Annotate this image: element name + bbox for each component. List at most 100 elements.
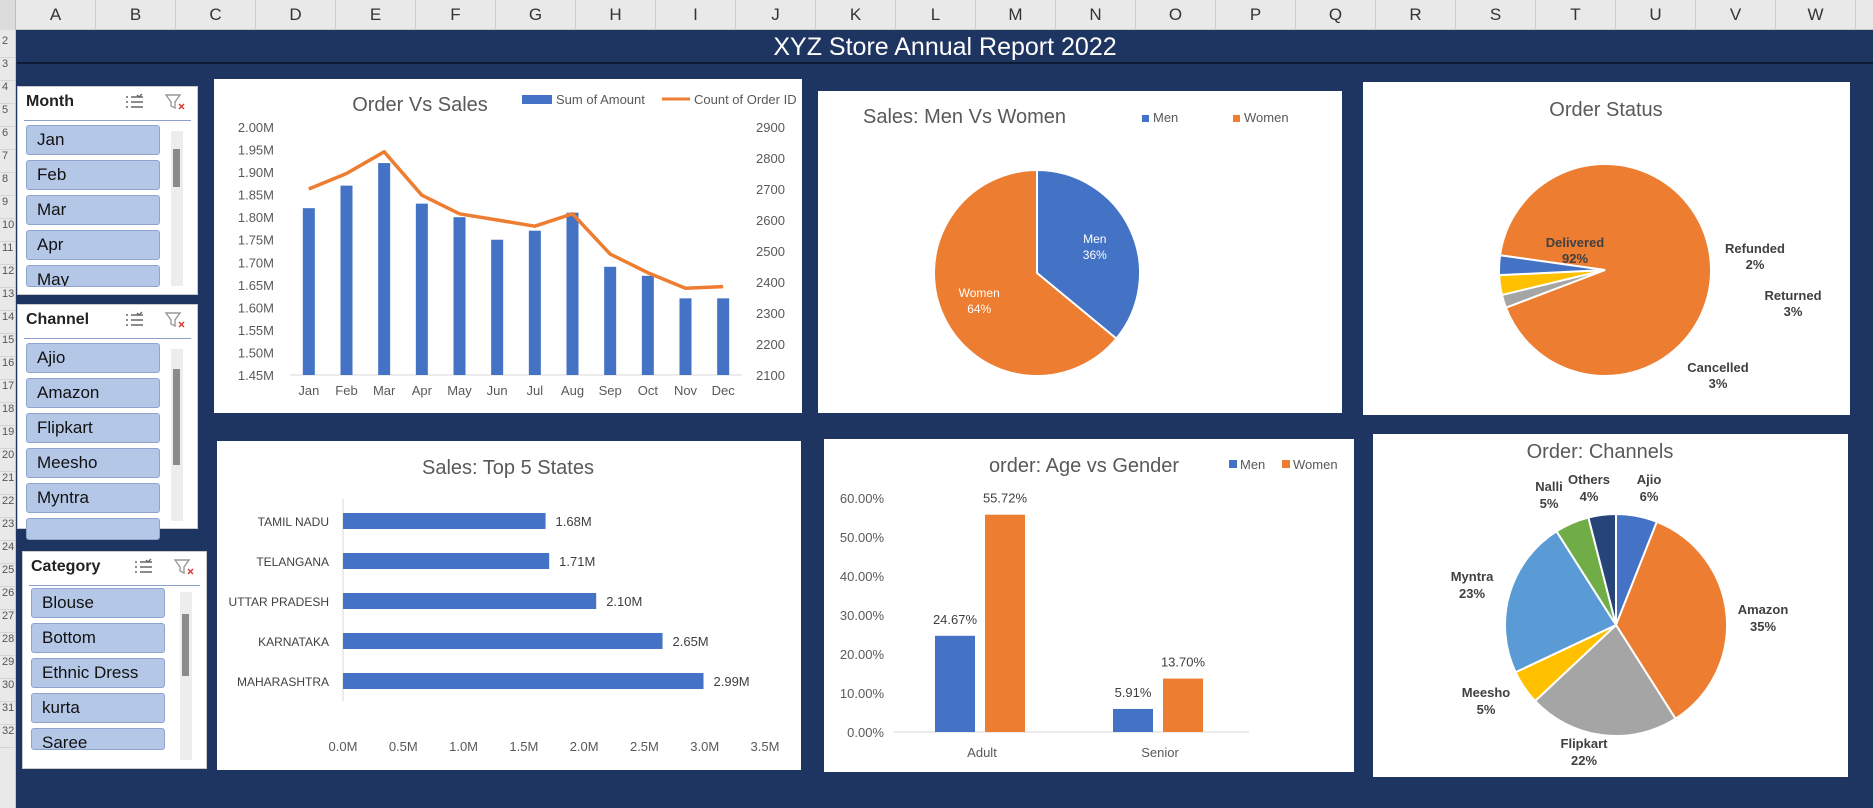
row-header-29[interactable]: 29 bbox=[0, 656, 15, 679]
multi-select-icon[interactable] bbox=[124, 311, 146, 329]
age-vs-gender-panel[interactable]: order: Age vs Gender Men Women 0.00% 10.00% 2… bbox=[824, 439, 1354, 772]
channel-slice-others bbox=[1587, 512, 1617, 626]
row-header-19[interactable]: 19 bbox=[0, 426, 15, 449]
row-header-12[interactable]: 12 bbox=[0, 265, 15, 288]
column-header-i[interactable]: I bbox=[656, 0, 736, 30]
row-header-27[interactable]: 27 bbox=[0, 610, 15, 633]
slicer-item[interactable]: Ajio bbox=[26, 343, 160, 373]
order-status-panel[interactable]: Order Status Delivered 92% Refunded 2% Return… bbox=[1363, 82, 1850, 415]
scroll-thumb[interactable] bbox=[173, 369, 180, 465]
row-header-26[interactable]: 26 bbox=[0, 587, 15, 610]
multi-select-icon[interactable] bbox=[124, 93, 146, 111]
row-header-13[interactable]: 13 bbox=[0, 288, 15, 311]
column-header-f[interactable]: F bbox=[416, 0, 496, 30]
slicer-item[interactable]: Jan bbox=[26, 125, 160, 155]
row-header-11[interactable]: 11 bbox=[0, 242, 15, 265]
slicer-item[interactable]: Mar bbox=[26, 195, 160, 225]
slicer-item[interactable]: Amazon bbox=[26, 378, 160, 408]
x-tick-label: 1.0M bbox=[449, 739, 478, 754]
column-header-j[interactable]: J bbox=[736, 0, 816, 30]
state-label: TELANGANA bbox=[256, 555, 329, 569]
dashboard-title: XYZ Store Annual Report 2022 bbox=[17, 30, 1873, 64]
row-header-18[interactable]: 18 bbox=[0, 403, 15, 426]
row-header-31[interactable]: 31 bbox=[0, 702, 15, 725]
row-header-10[interactable]: 10 bbox=[0, 219, 15, 242]
row-header-22[interactable]: 22 bbox=[0, 495, 15, 518]
slicer-scrollbar[interactable] bbox=[171, 131, 183, 286]
row-header-8[interactable]: 8 bbox=[0, 173, 15, 196]
row-header-21[interactable]: 21 bbox=[0, 472, 15, 495]
slicer-item[interactable]: Flipkart bbox=[26, 413, 160, 443]
slicer-item[interactable]: Blouse bbox=[31, 588, 165, 618]
sales-bar bbox=[717, 298, 730, 375]
scroll-thumb[interactable] bbox=[182, 614, 189, 676]
column-header-q[interactable]: Q bbox=[1296, 0, 1376, 30]
column-header-v[interactable]: V bbox=[1696, 0, 1776, 30]
row-header-25[interactable]: 25 bbox=[0, 564, 15, 587]
order-vs-sales-panel[interactable]: Order Vs Sales Sum of Amount Count of Orde… bbox=[214, 79, 802, 413]
x-tick-label: Oct bbox=[638, 383, 659, 398]
row-header-9[interactable]: 9 bbox=[0, 196, 15, 219]
slicer-item[interactable]: Ethnic Dress bbox=[31, 658, 165, 688]
row-header-32[interactable]: 32 bbox=[0, 725, 15, 748]
column-header-e[interactable]: E bbox=[336, 0, 416, 30]
slicer-item[interactable]: Meesho bbox=[26, 448, 160, 478]
slicer-scrollbar[interactable] bbox=[171, 349, 183, 521]
column-header-w[interactable]: W bbox=[1776, 0, 1856, 30]
column-header-l[interactable]: L bbox=[896, 0, 976, 30]
row-header-28[interactable]: 28 bbox=[0, 633, 15, 656]
slice-label: Ajio bbox=[1637, 472, 1662, 487]
column-header-s[interactable]: S bbox=[1456, 0, 1536, 30]
row-header-24[interactable]: 24 bbox=[0, 541, 15, 564]
row-header-20[interactable]: 20 bbox=[0, 449, 15, 472]
multi-select-icon[interactable] bbox=[133, 558, 155, 576]
column-header-t[interactable]: T bbox=[1536, 0, 1616, 30]
order-channels-panel[interactable]: Order: Channels Ajio 6% Amazon 35% Flipkart 22… bbox=[1373, 434, 1848, 777]
row-header-7[interactable]: 7 bbox=[0, 150, 15, 173]
column-header-d[interactable]: D bbox=[256, 0, 336, 30]
row-header-14[interactable]: 14 bbox=[0, 311, 15, 334]
clear-filter-icon[interactable] bbox=[173, 558, 195, 576]
slicer-item[interactable]: Saree bbox=[31, 728, 165, 750]
channel-slicer-title: Channel bbox=[26, 311, 90, 328]
select-all-corner[interactable] bbox=[0, 0, 16, 30]
column-header-m[interactable]: M bbox=[976, 0, 1056, 30]
top-5-states-panel[interactable]: Sales: Top 5 States TAMIL NADU 1.68M TELANG… bbox=[217, 441, 801, 770]
row-header-3[interactable]: 3 bbox=[0, 58, 15, 81]
slicer-item[interactable]: Feb bbox=[26, 160, 160, 190]
row-header-17[interactable]: 17 bbox=[0, 380, 15, 403]
column-header-n[interactable]: N bbox=[1056, 0, 1136, 30]
row-header-16[interactable]: 16 bbox=[0, 357, 15, 380]
column-header-g[interactable]: G bbox=[496, 0, 576, 30]
row-header-15[interactable]: 15 bbox=[0, 334, 15, 357]
scroll-thumb[interactable] bbox=[173, 149, 180, 187]
slicer-item[interactable]: Bottom bbox=[31, 623, 165, 653]
sales-bar bbox=[340, 185, 353, 375]
row-header-23[interactable]: 23 bbox=[0, 518, 15, 541]
column-header-u[interactable]: U bbox=[1616, 0, 1696, 30]
row-header-6[interactable]: 6 bbox=[0, 127, 15, 150]
clear-filter-icon[interactable] bbox=[164, 93, 186, 111]
row-header-30[interactable]: 30 bbox=[0, 679, 15, 702]
column-header-h[interactable]: H bbox=[576, 0, 656, 30]
row-header-4[interactable]: 4 bbox=[0, 81, 15, 104]
column-header-b[interactable]: B bbox=[96, 0, 176, 30]
column-header-c[interactable]: C bbox=[176, 0, 256, 30]
column-header-o[interactable]: O bbox=[1136, 0, 1216, 30]
slicer-scrollbar[interactable] bbox=[180, 592, 192, 760]
slicer-item[interactable]: kurta bbox=[31, 693, 165, 723]
column-header-a[interactable]: A bbox=[16, 0, 96, 30]
row-header-5[interactable]: 5 bbox=[0, 104, 15, 127]
row-header-2[interactable]: 2 bbox=[0, 35, 15, 58]
sales-men-women-panel[interactable]: Sales: Men Vs Women Men Women Men 36% Women 64… bbox=[818, 91, 1342, 413]
slicer-item[interactable]: Myntra bbox=[26, 483, 160, 513]
slicer-item[interactable]: May bbox=[26, 265, 160, 287]
clear-filter-icon[interactable] bbox=[164, 311, 186, 329]
slicer-item[interactable]: Apr bbox=[26, 230, 160, 260]
slicer-item[interactable] bbox=[26, 518, 160, 540]
status-slice-cancelled bbox=[1498, 254, 1606, 277]
column-header-r[interactable]: R bbox=[1376, 0, 1456, 30]
slice-value: 64% bbox=[967, 302, 991, 316]
column-header-p[interactable]: P bbox=[1216, 0, 1296, 30]
column-header-k[interactable]: K bbox=[816, 0, 896, 30]
